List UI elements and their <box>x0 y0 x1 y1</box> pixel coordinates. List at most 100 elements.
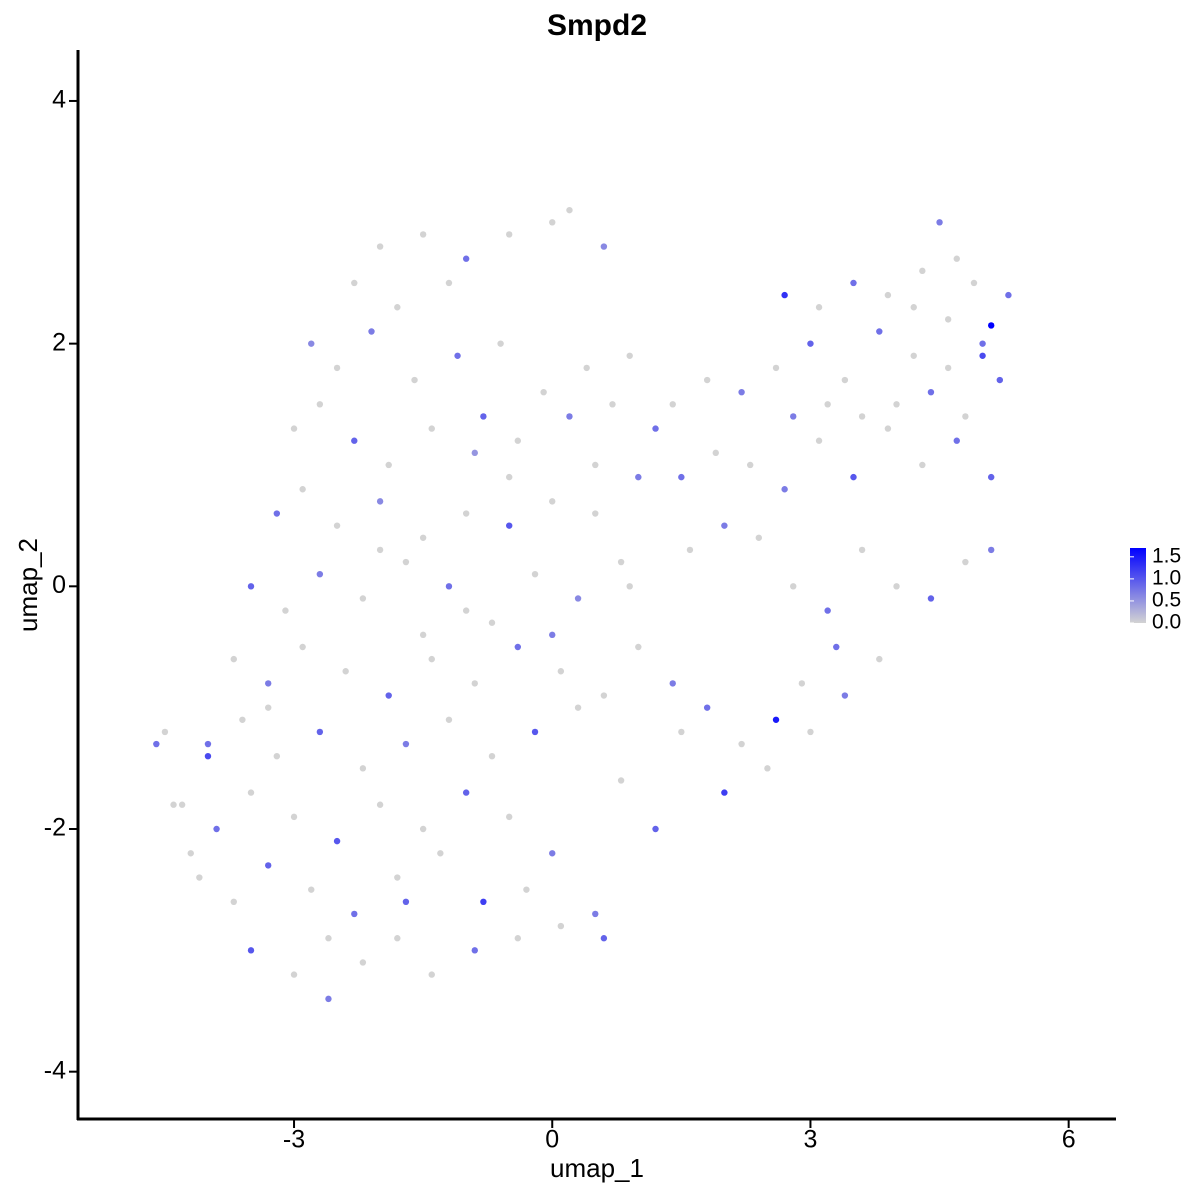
point <box>351 279 358 287</box>
point <box>531 728 539 736</box>
point <box>213 825 220 833</box>
point <box>333 837 341 845</box>
colorbar-label: 1.5 <box>1152 544 1181 567</box>
point <box>299 486 306 493</box>
point <box>308 340 315 347</box>
point <box>368 328 375 335</box>
point <box>833 643 840 651</box>
point <box>557 668 565 675</box>
point <box>772 716 780 723</box>
point <box>686 546 694 554</box>
point <box>953 255 960 262</box>
point <box>506 813 513 821</box>
point <box>703 376 711 384</box>
point <box>566 206 573 214</box>
point <box>721 522 728 529</box>
x-tick-label: 0 <box>545 1126 559 1154</box>
point <box>652 825 659 833</box>
point <box>755 534 763 541</box>
point <box>824 401 831 408</box>
point <box>841 376 849 384</box>
y-tick-label: 2 <box>52 328 66 356</box>
point <box>394 304 401 311</box>
point <box>523 886 530 893</box>
point <box>385 692 392 699</box>
point <box>841 692 849 699</box>
point <box>204 740 212 748</box>
point <box>419 534 427 541</box>
point <box>669 680 676 687</box>
point <box>230 898 237 906</box>
point <box>927 595 935 602</box>
point <box>987 473 995 481</box>
point <box>394 874 401 881</box>
point <box>764 765 771 772</box>
point <box>979 340 986 347</box>
point <box>316 570 324 578</box>
point <box>738 740 745 748</box>
point <box>454 352 461 359</box>
point <box>549 631 556 639</box>
point <box>488 752 496 760</box>
colorbar <box>1130 548 1146 623</box>
point <box>747 461 754 469</box>
y-tick-label: -4 <box>44 1056 66 1084</box>
point <box>437 850 444 857</box>
point <box>514 437 522 444</box>
point <box>850 473 857 481</box>
point <box>876 328 883 335</box>
point <box>506 522 513 529</box>
point <box>626 583 633 590</box>
point <box>428 655 435 663</box>
point <box>910 304 917 311</box>
x-tick-label: -3 <box>283 1126 305 1154</box>
point <box>979 352 986 359</box>
point <box>204 752 212 760</box>
point <box>351 910 358 918</box>
point <box>376 243 384 250</box>
point <box>1005 291 1012 299</box>
point <box>807 340 814 347</box>
point <box>574 595 582 602</box>
point <box>394 935 401 942</box>
point <box>772 364 780 372</box>
point <box>514 935 522 942</box>
point <box>325 995 332 1003</box>
point <box>402 898 410 906</box>
point <box>506 231 513 238</box>
point <box>445 279 453 287</box>
point <box>428 971 435 978</box>
point <box>712 449 719 457</box>
point <box>480 898 487 906</box>
point <box>471 449 478 457</box>
point <box>884 291 892 299</box>
x-tick-label: 3 <box>803 1126 817 1154</box>
point <box>635 473 642 481</box>
point <box>850 279 857 287</box>
point <box>230 655 237 663</box>
point <box>376 498 384 505</box>
point <box>290 971 298 978</box>
point <box>858 413 866 420</box>
point <box>239 716 246 723</box>
point <box>385 461 392 469</box>
point <box>970 279 978 287</box>
point <box>402 740 410 748</box>
point <box>721 789 728 796</box>
point <box>497 340 504 347</box>
point <box>893 401 900 408</box>
point <box>419 631 427 639</box>
point <box>196 874 203 881</box>
point <box>574 704 582 711</box>
point <box>815 437 823 444</box>
point <box>824 607 831 614</box>
point <box>531 570 539 578</box>
point <box>858 546 866 554</box>
point <box>910 352 917 359</box>
point <box>626 352 633 359</box>
point <box>282 607 289 614</box>
point <box>462 510 470 517</box>
x-tick-label: 6 <box>1062 1126 1076 1154</box>
point <box>592 510 599 517</box>
point <box>161 728 169 736</box>
